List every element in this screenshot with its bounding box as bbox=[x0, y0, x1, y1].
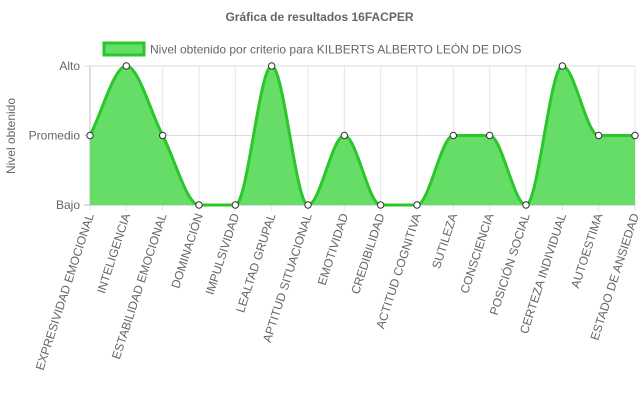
legend-label: Nivel obtenido por criterio para KILBERT… bbox=[150, 42, 522, 57]
data-point[interactable] bbox=[522, 201, 530, 209]
data-point[interactable] bbox=[158, 131, 167, 140]
x-tick-label: INTELIGENCIA bbox=[94, 212, 133, 296]
series-fill bbox=[90, 66, 635, 205]
y-axis-label: Nivel obtenido bbox=[4, 98, 18, 174]
x-tick-label: EMOTIVIDAD bbox=[315, 211, 351, 287]
series-points bbox=[86, 62, 639, 209]
legend[interactable]: Nivel obtenido por criterio para KILBERT… bbox=[102, 41, 522, 57]
x-tick-label: CONSCIENCIA bbox=[457, 212, 496, 296]
x-tick-label: IMPULSIVIDAD bbox=[203, 211, 243, 296]
x-tick-label: SUTILEZA bbox=[429, 212, 460, 271]
series-line bbox=[88, 64, 635, 207]
y-tick-label: Promedio bbox=[29, 129, 81, 143]
data-point[interactable] bbox=[304, 201, 312, 209]
data-point[interactable] bbox=[449, 131, 458, 140]
data-point[interactable] bbox=[122, 62, 131, 70]
data-point[interactable] bbox=[631, 131, 639, 140]
x-tick-label: LEALTAD GRUPAL bbox=[233, 211, 278, 314]
data-point[interactable] bbox=[558, 62, 567, 70]
x-tick-labels: EXPRESIVIDAD EMOCIONALINTELIGENCIAESTABI… bbox=[33, 211, 639, 372]
chart-title: Gráfica de resultados 16FACPER bbox=[225, 10, 413, 24]
data-point[interactable] bbox=[231, 201, 240, 209]
legend-swatch bbox=[102, 41, 146, 57]
data-point[interactable] bbox=[195, 201, 203, 209]
data-point[interactable] bbox=[594, 131, 603, 140]
y-tick-label: Bajo bbox=[56, 198, 80, 212]
data-point[interactable] bbox=[86, 131, 94, 140]
y-tick-labels: Bajo Promedio Alto bbox=[29, 59, 81, 212]
data-point[interactable] bbox=[340, 131, 349, 140]
x-tick-label: AUTOESTIMA bbox=[568, 212, 605, 290]
y-tick-label: Alto bbox=[59, 59, 80, 73]
data-point[interactable] bbox=[267, 62, 276, 70]
data-point[interactable] bbox=[413, 201, 421, 209]
series-area bbox=[88, 64, 635, 207]
x-tick-label: CREDIBILIDAD bbox=[348, 211, 387, 296]
x-tick-label: DOMINACIÓN bbox=[167, 211, 205, 290]
x-tick-label: EXPRESIVIDAD EMOCIONAL bbox=[33, 211, 97, 372]
data-point[interactable] bbox=[376, 201, 385, 209]
data-point[interactable] bbox=[485, 131, 494, 140]
